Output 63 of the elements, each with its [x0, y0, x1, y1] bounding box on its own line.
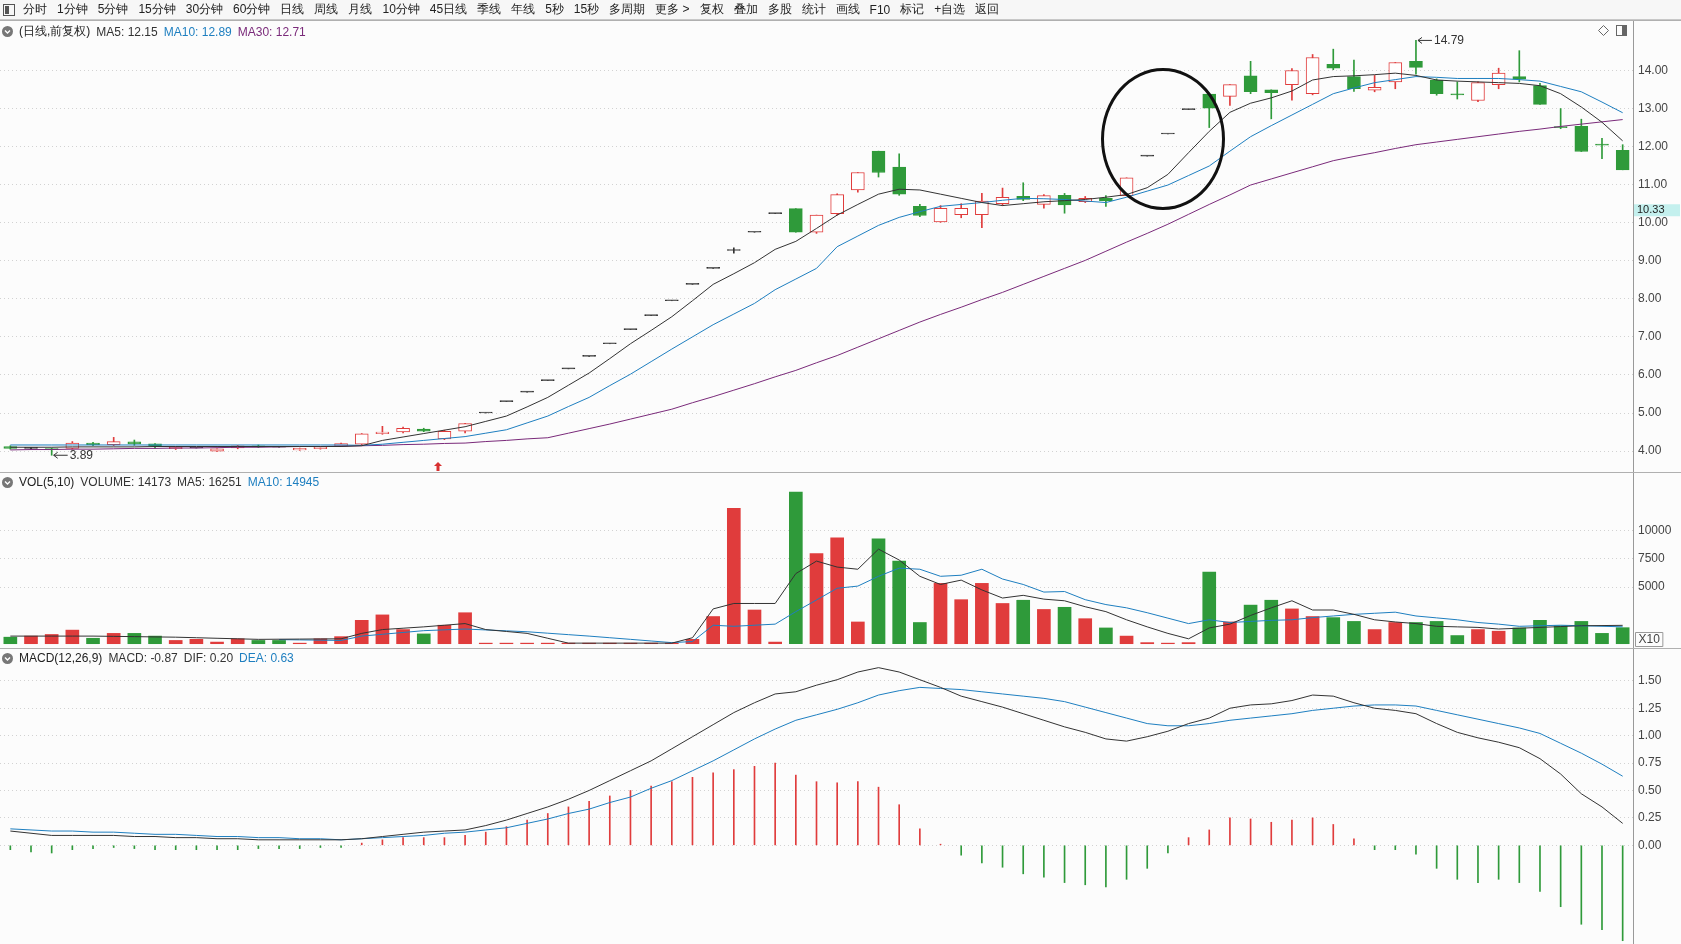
text: MA10: 12.89: [163, 24, 232, 39]
text: 画线: [834, 1, 861, 18]
text: 更多 >: [654, 1, 691, 18]
text: 多股: [766, 1, 793, 18]
text: DIF: 0.20: [183, 651, 234, 665]
y-tick-label: 14.00: [1638, 62, 1669, 77]
text: MA5: 16251: [177, 475, 242, 489]
y-tick-label: 0.75: [1638, 755, 1662, 770]
y-tick-label: 5000: [1638, 579, 1666, 594]
y-tick-label: 9.00: [1638, 253, 1662, 268]
text: 5分钟: [96, 1, 130, 18]
y-tick-label: 8.00: [1638, 291, 1662, 306]
text: MA10: 14945: [247, 475, 320, 489]
y-tick-label: 11.00: [1638, 176, 1668, 191]
text: 30分钟: [184, 1, 225, 18]
y-tick-label: 1.00: [1638, 727, 1662, 742]
y-tick-label: 7.00: [1638, 329, 1662, 344]
y-tick-label: 1.50: [1638, 673, 1662, 688]
y-tick-label: 0.00: [1638, 837, 1662, 852]
y-tick-label: 12.00: [1638, 138, 1669, 153]
chart-title: (日线,前复权): [19, 23, 91, 40]
text: 60分钟: [232, 1, 272, 18]
text: 分时: [22, 1, 48, 18]
text: 10分钟: [381, 1, 421, 18]
text: 周线: [313, 1, 340, 18]
text: F10: [868, 2, 892, 17]
text: MA30: 12.71: [237, 24, 306, 39]
text: DEA: 0.63: [239, 651, 294, 665]
chart-title: MACD(12,26,9): [19, 651, 103, 665]
text: 年线: [510, 1, 537, 18]
text: 1分钟: [56, 1, 89, 18]
text: 10.33: [1637, 203, 1665, 216]
text: 日线: [279, 1, 306, 18]
text: MA5: 12.15: [96, 24, 158, 39]
text: 月线: [347, 1, 374, 18]
text: 5秒: [544, 1, 565, 18]
text: 叠加: [732, 1, 759, 18]
y-tick-label: 6.00: [1638, 367, 1662, 382]
y-tick-label: 0.25: [1638, 810, 1662, 825]
y-tick-label: 5.00: [1638, 405, 1662, 420]
annotation: MACD: -0.87: [108, 651, 178, 665]
annotation: 3.89: [69, 447, 94, 462]
text: 15分钟: [137, 1, 177, 18]
text: +自选: [933, 1, 967, 18]
y-axis-title: X10: [1638, 632, 1661, 647]
y-tick-label: 10000: [1638, 522, 1672, 537]
text: 统计: [800, 1, 827, 18]
annotation: VOLUME: 14173: [80, 475, 172, 489]
text: 15秒: [572, 1, 601, 18]
y-tick-label: 10.00: [1638, 215, 1669, 230]
y-tick-label: 1.25: [1638, 700, 1662, 715]
text: 季线: [476, 1, 503, 18]
text: 45日线: [428, 1, 469, 18]
text: 返回: [974, 1, 1001, 18]
y-tick-label: 0.50: [1638, 782, 1662, 797]
y-tick-label: 4.00: [1638, 443, 1662, 458]
y-tick-label: 13.00: [1638, 100, 1669, 115]
text: 多周期: [608, 1, 647, 18]
chart-title: VOL(5,10): [19, 475, 75, 489]
text: 复权: [698, 1, 725, 18]
annotation: 14.79: [1433, 32, 1465, 47]
text: 标记: [899, 1, 926, 18]
y-tick-label: 7500: [1638, 551, 1666, 566]
